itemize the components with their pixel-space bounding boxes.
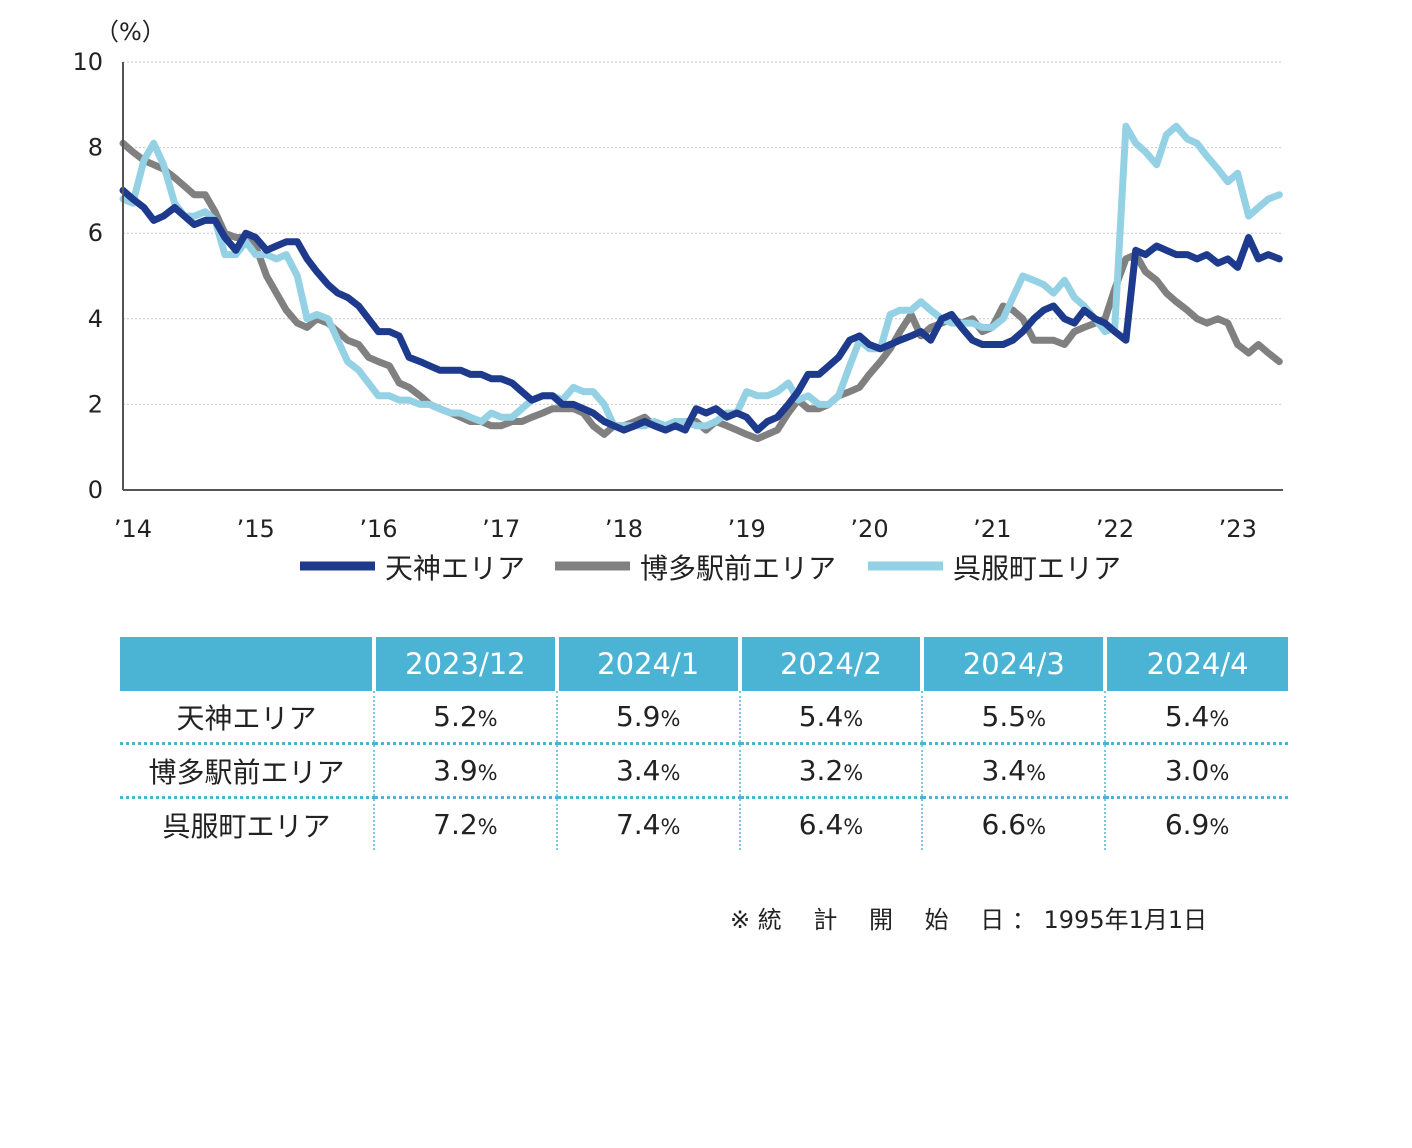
x-tick-label: ’18 [605, 515, 643, 543]
x-tick-label: ’22 [1096, 515, 1134, 543]
cell-value: 7.2 [433, 808, 478, 841]
table-row: 呉服町エリア 7.2% 7.4% 6.4% 6.6% 6.9% [120, 796, 1288, 850]
table-cell: 6.9% [1104, 796, 1288, 850]
cell-unit: % [660, 761, 681, 785]
cell-unit: % [843, 815, 864, 839]
cell-unit: % [1026, 815, 1047, 839]
cell-value: 5.9 [615, 700, 661, 733]
cell-value: 3.2 [798, 754, 844, 787]
cell-value: 3.0 [1164, 754, 1210, 787]
row-label: 呉服町エリア [120, 796, 374, 850]
table-header-cell: 2023/12 [372, 637, 557, 691]
x-tick-label: ’20 [850, 515, 888, 543]
x-tick-label: ’23 [1219, 515, 1257, 543]
table-cell: 5.4% [1104, 691, 1288, 744]
legend-label: 天神エリア [385, 552, 525, 585]
legend-label: 呉服町エリア [953, 552, 1121, 585]
cell-value: 3.9 [433, 754, 478, 787]
cell-unit: % [477, 707, 498, 731]
cell-unit: % [1026, 761, 1047, 785]
series-line-2 [119, 139, 1283, 443]
y-tick-label: 0 [88, 476, 103, 504]
table-cell: 6.4% [738, 796, 923, 850]
cell-unit: % [1209, 707, 1230, 731]
cell-unit: % [660, 707, 681, 731]
cell-value: 3.4 [981, 754, 1027, 787]
table-row: 天神エリア 5.2% 5.9% 5.4% 5.5% 5.4% [120, 691, 1288, 744]
cell-value: 3.4 [615, 754, 661, 787]
x-tick-label: ’14 [114, 515, 152, 543]
table-row: 博多駅前エリア 3.9% 3.4% 3.2% 3.4% 3.0% [120, 742, 1288, 798]
table-cell: 3.9% [373, 742, 557, 798]
x-tick-label: ’21 [973, 515, 1011, 543]
table-header-row: 2023/12 2024/1 2024/2 2024/3 2024/4 [120, 637, 1288, 691]
y-tick-label: 6 [88, 219, 103, 247]
cell-value: 5.4 [1164, 700, 1210, 733]
legend-label: 博多駅前エリア [640, 552, 836, 585]
cell-value: 5.2 [433, 700, 478, 733]
table-cell: 6.6% [921, 796, 1106, 850]
table-header-cell: 2024/1 [554, 637, 740, 691]
table-cell: 7.4% [555, 796, 740, 850]
vacancy-rate-chart: 0 2 4 6 8 10 ’14 ’15 ’16 ’17 ’18 ’19 ’20 ’21 ’22 ’23 （%… [72, 18, 1283, 585]
cell-value: 6.4 [798, 808, 844, 841]
chart-axes: 0 2 4 6 8 10 ’14 ’15 ’16 ’17 ’18 ’19 ’20 ’21 ’22 ’23 [72, 48, 1283, 543]
table-cell: 3.0% [1104, 742, 1288, 798]
series-line-1 [119, 186, 1283, 434]
table-cell: 5.4% [738, 691, 923, 744]
row-label: 天神エリア [176, 701, 317, 735]
x-tick-label: ’15 [237, 515, 275, 543]
x-tick-label: ’17 [482, 515, 520, 543]
chart-grid [123, 61, 1283, 405]
y-tick-label: 10 [72, 48, 103, 76]
x-tick-label: ’16 [359, 515, 397, 543]
table-cell: 3.4% [555, 742, 740, 798]
vacancy-rate-table: 2023/12 2024/1 2024/2 2024/3 2024/4 天神エリア 5.2… [120, 637, 1288, 850]
y-tick-label: 2 [88, 390, 103, 418]
chart-legend: 天神エリア 博多駅前エリア 呉服町エリア [300, 552, 1121, 585]
x-tick-label: ’19 [728, 515, 766, 543]
cell-value: 6.6 [981, 808, 1027, 841]
table-cell: 5.2% [373, 691, 557, 744]
cell-unit: % [477, 815, 498, 839]
cell-value: 5.5 [981, 700, 1027, 733]
cell-unit: % [1209, 815, 1230, 839]
table-header-cell: 2024/4 [1103, 637, 1288, 691]
table-cell: 3.2% [738, 742, 923, 798]
table-header-corner [120, 637, 374, 691]
chart-series-lines [119, 122, 1283, 443]
cell-unit: % [660, 815, 681, 839]
table-cell: 5.9% [555, 691, 740, 744]
row-label: 博多駅前エリア [120, 742, 374, 798]
table-cell: 7.2% [373, 796, 557, 850]
cell-value: 6.9 [1164, 808, 1210, 841]
series-line-3 [119, 122, 1283, 430]
y-axis-unit-label: （%） [95, 18, 166, 46]
statistics-start-note: ※ 統 計 開 始 日 ： 1995年1月1日 [730, 906, 1208, 934]
cell-unit: % [843, 761, 864, 785]
table-cell: 3.4% [921, 742, 1106, 798]
cell-unit: % [477, 761, 498, 785]
cell-value: 5.4 [798, 700, 844, 733]
y-tick-label: 8 [88, 134, 103, 162]
y-tick-label: 4 [88, 305, 103, 333]
cell-unit: % [1026, 707, 1047, 731]
table-header-cell: 2024/3 [920, 637, 1106, 691]
cell-value: 7.4 [615, 808, 661, 841]
table-cell: 5.5% [921, 691, 1106, 744]
cell-unit: % [843, 707, 864, 731]
table-header-cell: 2024/2 [737, 637, 923, 691]
cell-unit: % [1209, 761, 1230, 785]
